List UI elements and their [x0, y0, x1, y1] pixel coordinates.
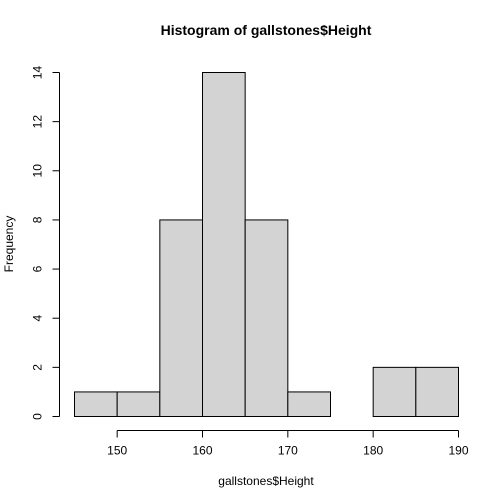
x-tick-label-190: 190 — [448, 444, 468, 458]
histogram-bar-155-160 — [159, 219, 203, 417]
chart-title: Histogram of gallstones$Height — [161, 22, 372, 38]
x-tick-label-160: 160 — [192, 444, 212, 458]
x-tick-label-170: 170 — [278, 444, 298, 458]
histogram-bar-160-165 — [202, 72, 246, 417]
y-tick-label-6: 6 — [31, 265, 45, 272]
histogram-bar-180-185 — [372, 366, 417, 418]
histogram-bar-185-190 — [415, 366, 460, 418]
bars-group — [74, 72, 460, 418]
histogram-bar-165-170 — [244, 219, 289, 417]
y-tick-label-10: 10 — [31, 164, 45, 178]
y-axis-label: Frequency — [2, 216, 16, 273]
x-tick-label-150: 150 — [107, 444, 127, 458]
x-tick-label-180: 180 — [363, 444, 383, 458]
histogram-bar-145-150 — [74, 391, 118, 417]
y-tick-label-8: 8 — [31, 216, 45, 223]
y-tick-label-2: 2 — [31, 364, 45, 371]
y-tick-label-14: 14 — [31, 66, 45, 80]
x-axis: 150 160 170 180 190 — [107, 430, 469, 458]
y-axis: 0 2 4 6 8 10 12 14 — [31, 66, 60, 420]
y-tick-label-12: 12 — [31, 115, 45, 129]
y-tick-label-0: 0 — [31, 413, 45, 420]
y-tick-label-4: 4 — [31, 315, 45, 322]
histogram-bar-150-155 — [116, 391, 161, 417]
x-axis-label: gallstones$Height — [218, 474, 314, 488]
histogram-bar-170-175 — [287, 391, 332, 417]
